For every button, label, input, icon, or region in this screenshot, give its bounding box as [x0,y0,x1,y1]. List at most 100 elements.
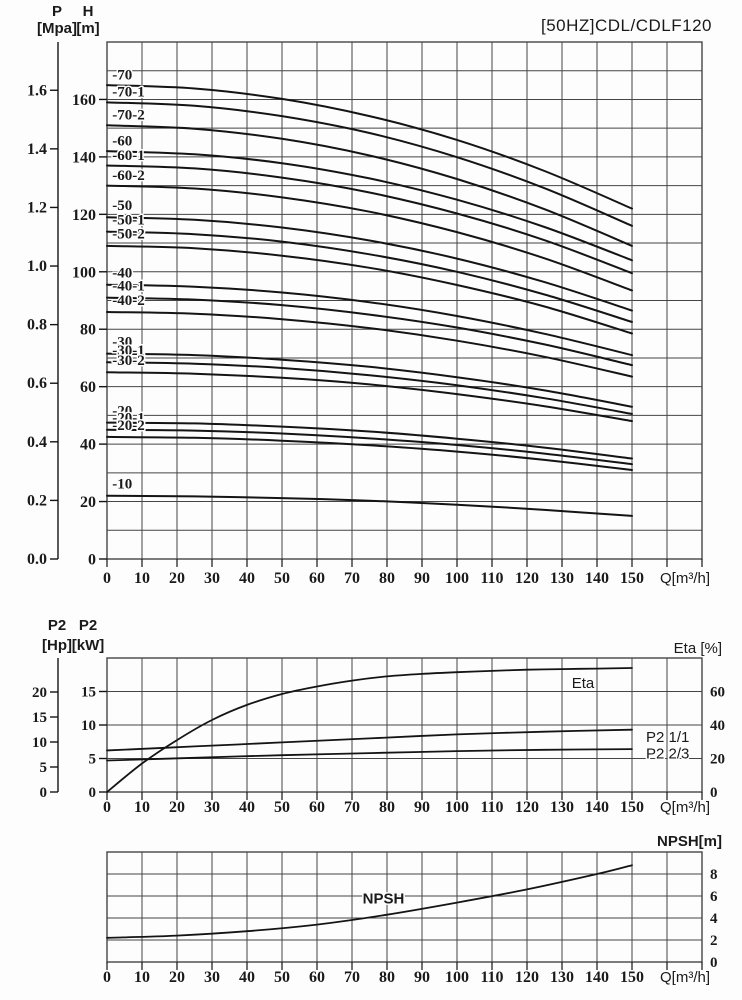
x-tick-label: 100 [445,969,469,986]
p-tick-label: 0.4 [27,434,47,451]
eta-tick-label: 40 [710,718,725,734]
curve-label: -40 [112,266,132,282]
x-tick-label: 120 [515,799,539,816]
x-tick-label: 120 [515,570,539,587]
x-tick-label: 10 [134,570,150,587]
x-tick-label: 120 [515,969,539,986]
curve-label: -70 [112,67,132,83]
curve-label: -60-2 [112,168,145,184]
p2-curves: Eta P2 1/1P2 2/3 [106,667,691,793]
eta-tick-label: 60 [710,685,725,701]
x-tick-label: 30 [204,570,220,587]
curve-label: -70-2 [112,108,145,124]
h-tick-label: 20 [80,494,96,511]
hq-plot: 0 10 20 30 40 50 60 70 80 90 100 110 120 130 140 150 Q[m… [27,3,710,587]
kw-tick-label: 5 [89,752,97,768]
x-axis-unit: Q[m³/h] [660,969,710,986]
x-tick-label: 90 [414,969,430,986]
x-tick-label: 40 [239,969,255,986]
curve-label: -20-2 [112,418,145,434]
chart-title: [50HZ]CDL/CDLF120 [540,16,712,35]
curve-label: NPSH [363,891,405,908]
axis-header: H [83,3,94,20]
p-tick-label: 1.4 [27,141,47,158]
x-tick-label: 80 [379,570,395,587]
x-tick-label: 50 [274,570,290,587]
x-tick-label: 40 [239,799,255,816]
x-tick-label: 150 [620,799,644,816]
hp-tick-label: 5 [40,760,48,776]
h-tick-label: 40 [80,437,96,454]
curve-label: Eta [572,675,595,692]
curve-label: P2 1/1 [646,729,689,746]
p-tick-label: 0.2 [27,492,47,509]
npsh-tick-label: 2 [710,933,718,949]
x-tick-label: 10 [134,799,150,816]
x-tick-label: 30 [204,969,220,986]
hp-tick-label: 15 [32,710,47,726]
axis-header: [m] [76,20,99,37]
x-tick-label: 140 [585,969,609,986]
x-tick-label: 100 [445,570,469,587]
p-tick-label: 1.6 [27,82,47,99]
x-tick-label: 130 [550,570,574,587]
p-tick-label: 0.6 [27,375,47,392]
curve-label: -50-2 [112,227,145,243]
x-tick-label: 20 [169,570,185,587]
p2-plot: 0 10 20 30 40 50 60 70 80 90 100 110 120 130 140 150 Q[m… [32,617,725,816]
x-tick-label: 110 [480,799,503,816]
h-tick-label: 120 [72,207,96,224]
npsh-plot: 0 10 20 30 40 50 60 70 80 90 100 110 120 130 140 150 Q[m… [103,833,722,986]
p-tick-label: 1.0 [27,258,47,275]
hq-chart: 0 10 20 30 40 50 60 70 80 90 100 110 120 130 140 150 Q[m… [27,3,710,587]
x-tick-label: 60 [309,969,325,986]
npsh-axis-header: NPSH[m] [657,833,722,850]
kw-tick-label: 0 [89,785,97,801]
curve-label: -30 [112,334,132,350]
npsh-tick-label: 6 [710,889,718,905]
p-tick-label: 0.0 [27,551,47,568]
h-tick-label: 60 [80,379,96,396]
h-tick-label: 0 [88,552,96,569]
x-tick-label: 60 [309,799,325,816]
x-tick-label: 50 [274,969,290,986]
eta-tick-label: 20 [710,752,725,768]
axis-header: [kW] [72,637,105,654]
curve-label: -30-1 [112,343,145,359]
curve-label: -40-1 [112,278,145,294]
curve-label: P2 2/3 [646,746,689,763]
axis-header: P2 [79,617,97,634]
kw-tick-label: 15 [81,685,96,701]
npsh-curves: NPSH [106,864,633,939]
curve-label: -50 [112,198,132,214]
power-efficiency-chart: 0 10 20 30 40 50 60 70 80 90 100 110 120 130 140 150 Q[m… [32,617,725,816]
x-axis-unit: Q[m³/h] [660,799,710,816]
h-tick-label: 80 [80,322,96,339]
x-tick-label: 90 [414,570,430,587]
x-tick-label: 100 [445,799,469,816]
axis-header: P2 [48,617,66,634]
x-tick-label: 30 [204,799,220,816]
h-tick-label: 100 [72,264,96,281]
x-tick-label: 0 [103,969,111,986]
x-tick-label: 70 [344,570,360,587]
x-tick-label: 110 [480,570,503,587]
x-tick-label: 70 [344,799,360,816]
x-axis-unit: Q[m³/h] [660,570,710,587]
h-tick-label: 140 [72,149,96,166]
x-tick-label: 70 [344,969,360,986]
curve-label: -50-1 [112,212,145,228]
x-tick-label: 50 [274,799,290,816]
x-tick-label: 130 [550,969,574,986]
x-tick-label: 90 [414,799,430,816]
x-tick-label: 150 [620,969,644,986]
hq-curves: -70 -70-1 -70-2 -60-60-1 -60-2 -50-50-1-50-2 -… [106,66,633,517]
h-tick-label: 160 [72,92,96,109]
x-tick-label: 0 [103,570,111,587]
x-tick-label: 10 [134,969,150,986]
npsh-tick-label: 4 [710,911,718,927]
x-tick-label: 130 [550,799,574,816]
curve-label: -30-2 [112,353,145,369]
x-tick-label: 20 [169,799,185,816]
